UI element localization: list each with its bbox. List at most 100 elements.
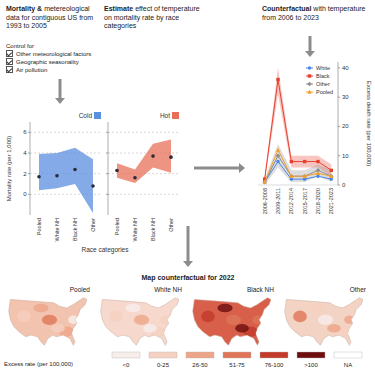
map-label: Other <box>350 286 367 293</box>
legend-label: Black <box>316 73 330 79</box>
legend-label: 51-75 <box>229 362 245 368</box>
category-label: Other <box>90 218 96 232</box>
category-label: 2015-2017 <box>302 188 308 214</box>
point <box>276 78 279 81</box>
category-label: Pooled <box>114 218 120 235</box>
panel-swatch <box>172 112 179 119</box>
tick-label: 2 <box>23 171 27 177</box>
tick-label: 4 <box>23 150 27 156</box>
map-patch <box>134 315 149 325</box>
check-mark <box>7 50 12 55</box>
panel-title: Hot <box>160 112 170 119</box>
plot-area <box>115 140 173 183</box>
legend-marker <box>307 90 311 94</box>
map-title: Map counterfactual for 2022 <box>142 274 235 282</box>
map-panel: Black NH <box>193 286 275 345</box>
checkbox <box>6 58 13 65</box>
map-patch <box>42 315 57 325</box>
grid-line <box>30 132 102 133</box>
map-patch <box>160 316 170 325</box>
legend-swatch <box>112 352 140 358</box>
point <box>115 169 119 173</box>
point <box>302 174 306 178</box>
map-patch <box>252 316 262 325</box>
point <box>169 155 173 159</box>
axis-line <box>108 122 109 215</box>
line-chart: 0102030402006-20082009-20112012-20142015… <box>258 62 372 214</box>
map-shape <box>193 298 271 346</box>
tick-label: 0 <box>342 182 346 188</box>
plot-area <box>37 148 95 213</box>
map-detail <box>17 304 78 337</box>
legend-swatch <box>223 352 251 358</box>
header: Estimate effect of temperature on mortal… <box>104 5 204 31</box>
map-patch <box>318 315 333 325</box>
legend-swatch <box>186 352 214 358</box>
arrow <box>194 163 245 173</box>
map-patch <box>68 316 78 325</box>
legend-label: 0-25 <box>157 362 170 368</box>
check-mark <box>7 66 12 71</box>
category-label: 2009-2011 <box>275 188 281 214</box>
category-label: Black NH <box>150 218 156 241</box>
control-label: Air pollution <box>16 67 47 73</box>
tick-label: 20 <box>342 123 349 129</box>
point <box>262 180 267 185</box>
tick-label: 40 <box>342 65 349 71</box>
map-patch <box>125 304 140 313</box>
map-patch <box>327 324 341 333</box>
map-patch <box>293 310 307 322</box>
arrow <box>55 79 65 104</box>
point <box>289 174 293 178</box>
axis-line <box>30 122 31 215</box>
category-label: 2018-2020 <box>315 188 321 214</box>
axis-line <box>338 62 339 185</box>
plot-area <box>262 68 333 185</box>
tick <box>338 185 340 186</box>
category-label: Pooled <box>36 218 42 235</box>
map-detail <box>201 304 262 337</box>
header: Mortality & metereological data for cont… <box>6 5 100 31</box>
tick-label: 0 <box>23 191 27 197</box>
tick <box>338 155 340 156</box>
point <box>316 171 320 175</box>
confidence-band <box>117 140 171 183</box>
axis-title: Race categories <box>82 246 130 254</box>
category-label: 2006-2008 <box>262 188 268 214</box>
tick <box>338 126 340 127</box>
control-title: Control for <box>6 42 91 50</box>
grid-line <box>108 132 180 133</box>
point <box>263 180 266 183</box>
tick-label: 6 <box>23 129 27 135</box>
header-bold: Counterfactual <box>262 5 311 12</box>
map-patch <box>143 324 157 333</box>
map-label: Black NH <box>247 286 274 293</box>
legend-label: White <box>316 65 330 71</box>
legend-label: <0 <box>123 362 131 368</box>
check-mark <box>7 58 12 63</box>
point <box>276 160 279 163</box>
map-shape <box>285 298 363 346</box>
arrow <box>183 226 193 267</box>
map-legend: Excess rate (per 100,000)<00-2526-5051-7… <box>4 352 362 368</box>
map-label: Pooled <box>70 286 91 293</box>
point <box>37 175 41 179</box>
point <box>91 184 95 188</box>
point <box>303 160 306 163</box>
map-patch <box>226 315 241 325</box>
arrow-shaft <box>194 167 239 170</box>
legend-marker <box>308 66 311 69</box>
baseline <box>258 185 338 186</box>
checkbox <box>6 50 13 57</box>
confidence-band <box>265 144 332 185</box>
control-label: Other meteorological factors <box>16 51 91 57</box>
map-panel: Other <box>285 286 367 345</box>
legend-label: 26-50 <box>192 362 208 368</box>
map-shape <box>101 298 179 346</box>
point <box>330 169 333 172</box>
legend-label: NA <box>344 362 352 368</box>
point <box>55 174 59 178</box>
graphical-abstract: 0246PooledWhite NHBlack NHOtherColdMorta… <box>0 0 375 375</box>
point <box>329 174 333 178</box>
tick-label: 10 <box>342 153 349 159</box>
